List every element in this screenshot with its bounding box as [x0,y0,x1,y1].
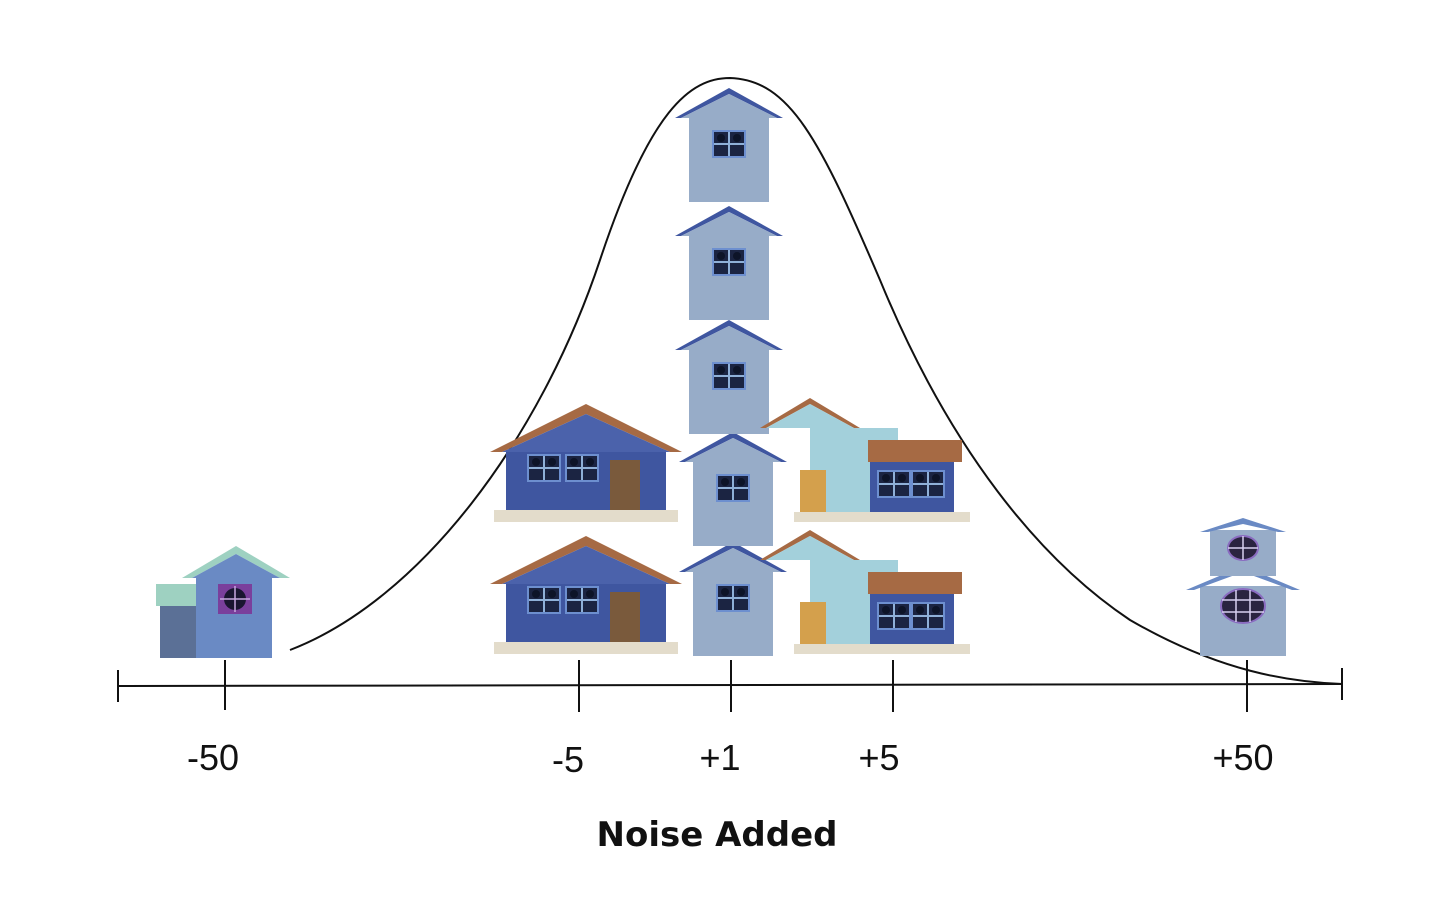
house-plus-1-stack-5 [675,88,783,202]
house-plus-1-stack-2 [679,432,787,546]
house-plus-5-bottom [760,530,970,654]
house-plus-50 [1186,518,1300,656]
house-minus-5-bottom [490,536,682,654]
tick-label-plus-5: +5 [858,737,899,778]
house-plus-1-stack-4 [675,206,783,320]
house-plus-5-top [760,398,970,522]
house-plus-1-stack-3 [675,320,783,434]
tick-label-minus-50: -50 [187,737,239,778]
tick-label-plus-1: +1 [699,737,740,778]
house-minus-5-top [490,404,682,522]
house-minus-50 [156,546,290,658]
bell-curve [289,76,1343,685]
axis-title: Noise Added [597,815,838,855]
tick-label-plus-50: +50 [1212,737,1273,778]
tick-label-minus-5: -5 [552,739,584,780]
